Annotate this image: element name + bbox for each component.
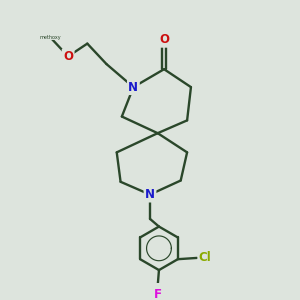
Text: methoxy: methoxy	[39, 35, 61, 40]
Text: N: N	[145, 188, 155, 201]
Text: O: O	[159, 33, 169, 46]
Text: N: N	[128, 81, 138, 94]
Text: Cl: Cl	[199, 251, 211, 264]
Text: F: F	[154, 288, 162, 300]
Text: O: O	[63, 50, 73, 63]
